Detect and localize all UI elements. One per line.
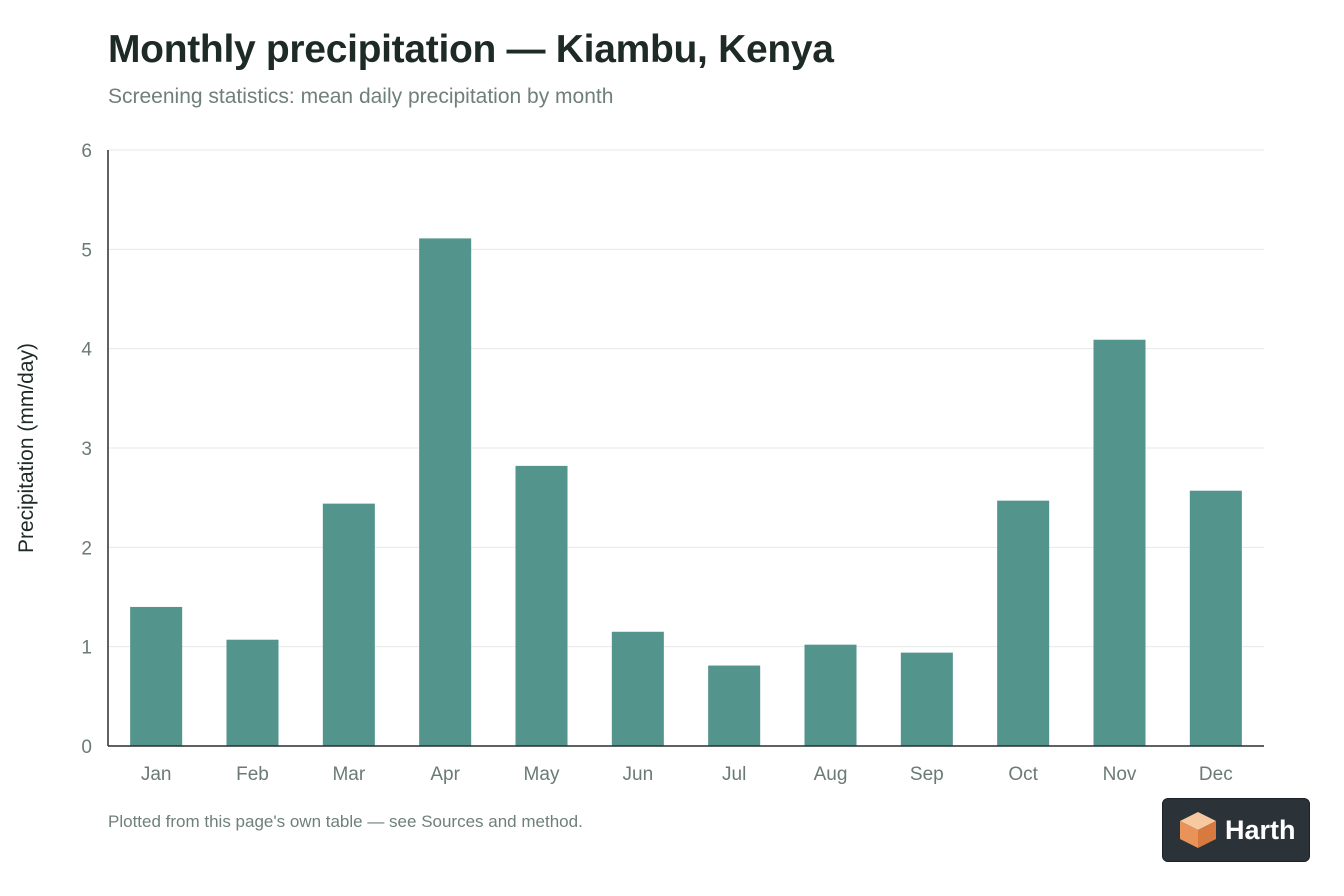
x-tick-label: Mar: [332, 764, 365, 785]
bar-sep[interactable]: [900, 652, 953, 746]
bar-may[interactable]: [515, 465, 568, 746]
x-tick-label: Dec: [1199, 764, 1233, 785]
x-tick-label: Apr: [430, 764, 460, 785]
chart-title: Monthly precipitation — Kiambu, Kenya: [108, 28, 834, 71]
y-tick-label: 2: [81, 538, 92, 559]
x-tick-label: May: [524, 764, 560, 785]
y-tick-label: 0: [81, 737, 92, 758]
bars: [130, 238, 1242, 746]
harth-logo[interactable]: Harth: [1162, 798, 1310, 862]
y-tick-label: 1: [81, 638, 92, 659]
bar-jun[interactable]: [611, 631, 664, 746]
bar-feb[interactable]: [226, 639, 279, 746]
cube-icon: [1180, 812, 1216, 848]
bar-jan[interactable]: [130, 606, 183, 746]
y-tick-label: 6: [81, 141, 92, 162]
x-tick-label: Jul: [722, 764, 746, 785]
footnote: Plotted from this page's own table — see…: [108, 812, 583, 831]
bar-nov[interactable]: [1093, 339, 1146, 746]
bar-jul[interactable]: [708, 665, 761, 746]
x-tick-labels: Jan Feb Mar Apr May Jun Jul Aug Sep Oct Nov Dec: [141, 764, 1233, 785]
bar-mar[interactable]: [322, 503, 375, 746]
chart-subtitle: Screening statistics: mean daily precipi…: [108, 85, 614, 108]
logo-text: Harth: [1225, 814, 1296, 845]
x-tick-label: Jun: [623, 764, 654, 785]
bar-dec[interactable]: [1189, 490, 1242, 746]
y-tick-label: 3: [81, 439, 92, 460]
y-tick-label: 5: [81, 240, 92, 261]
bar-aug[interactable]: [804, 644, 857, 746]
x-tick-label: Nov: [1103, 764, 1137, 785]
x-tick-label: Sep: [910, 764, 944, 785]
x-tick-label: Aug: [814, 764, 848, 785]
grid-lines: [108, 149, 1264, 648]
x-tick-label: Oct: [1008, 764, 1038, 785]
x-tick-label: Jan: [141, 764, 172, 785]
bar-apr[interactable]: [419, 238, 472, 746]
y-tick-label: 4: [81, 340, 92, 361]
axes: [107, 150, 1264, 747]
bar-oct[interactable]: [997, 500, 1050, 746]
y-tick-labels: 0 1 2 3 4 5 6: [81, 141, 92, 758]
x-tick-label: Feb: [236, 764, 269, 785]
